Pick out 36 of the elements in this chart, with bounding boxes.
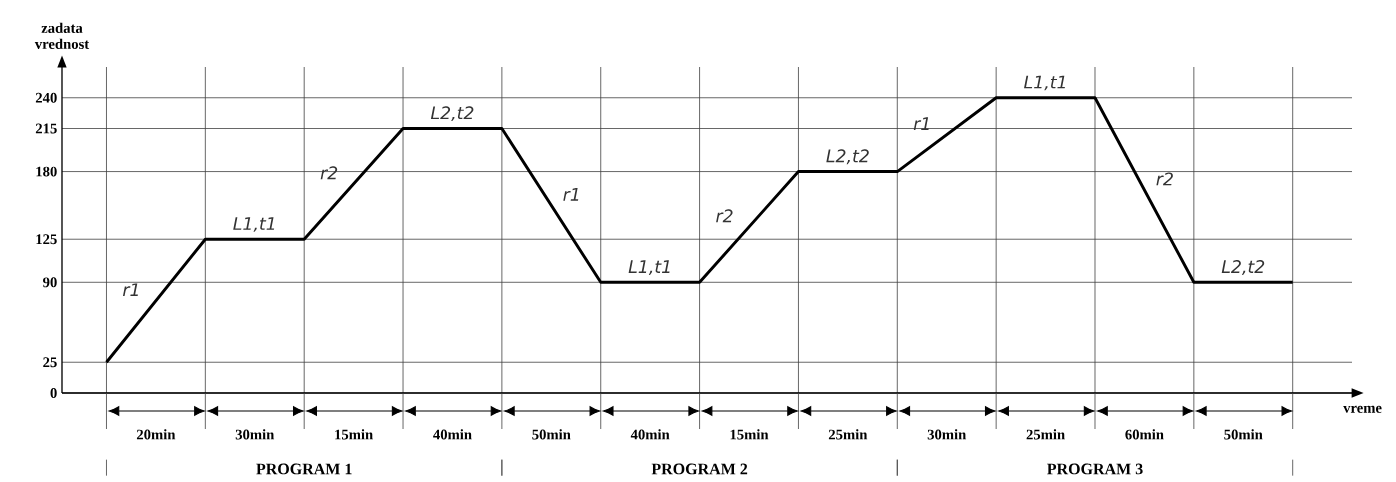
annotation: r1 xyxy=(563,188,579,201)
text: PROGRAM 3 xyxy=(1047,463,1143,475)
text: PROGRAM 1 xyxy=(256,463,352,475)
y-tick-label: 25 xyxy=(43,357,57,368)
annotation: r2 xyxy=(1156,172,1173,186)
text: 15min xyxy=(335,429,373,440)
y-tick-label: 90 xyxy=(43,277,57,288)
annotation: L2,t2 xyxy=(430,106,474,122)
annotation: r2 xyxy=(716,209,733,223)
text: PROGRAM 2 xyxy=(651,463,748,475)
y-tick-label: 215 xyxy=(35,123,57,134)
annotation: r1 xyxy=(122,283,138,297)
y-tick-label: 125 xyxy=(36,234,57,245)
text: 30min xyxy=(927,429,967,440)
text: 50min xyxy=(532,429,571,440)
y-tick-label: 180 xyxy=(36,166,57,177)
text: 15min xyxy=(730,429,769,440)
y-axis-title: zadata vrednost xyxy=(34,22,90,49)
text: 25min xyxy=(1026,429,1065,440)
annotation: r1 xyxy=(913,117,929,130)
text: 25min xyxy=(828,429,868,440)
text: 20min xyxy=(136,429,176,440)
annotation: L2,t2 xyxy=(826,149,869,165)
text: 60min xyxy=(1125,429,1164,440)
text: 40min xyxy=(630,429,670,440)
y-tick-label: 240 xyxy=(35,92,57,103)
line-series xyxy=(105,96,1295,364)
annotation: L1,t1 xyxy=(233,217,275,232)
annotation: L1,t1 xyxy=(628,260,670,275)
text: 40min xyxy=(433,429,472,440)
y-tick-label: 0 xyxy=(50,388,57,398)
x-axis-title: vreme xyxy=(1343,405,1382,413)
annotation: L2,t2 xyxy=(1221,260,1265,275)
annotation: L1,t1 xyxy=(1024,75,1065,91)
text: 50min xyxy=(1224,429,1263,440)
text: 30min xyxy=(235,429,275,440)
